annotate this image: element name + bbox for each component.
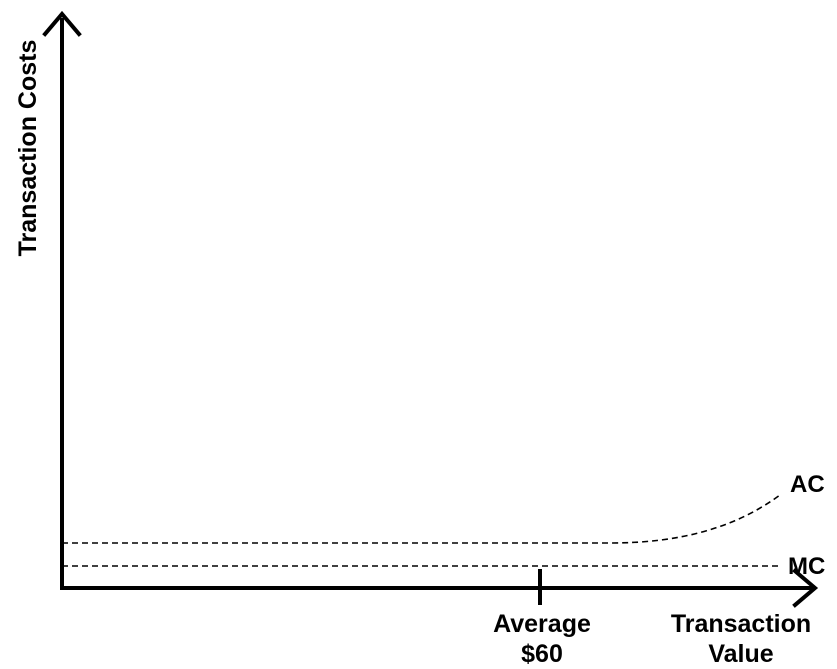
ac-curve	[62, 494, 781, 544]
tick-label-average-line1: Average	[493, 610, 591, 638]
ac-label: AC	[790, 471, 825, 498]
mc-label: MC	[788, 553, 825, 580]
x-axis-title-line1: Transaction	[671, 610, 811, 638]
y-axis-arrowhead	[42, 10, 82, 37]
tick-label-average-line2: $60	[521, 640, 563, 668]
y-axis-title: Transaction Costs	[14, 40, 42, 257]
x-axis-title-line2: Value	[708, 640, 773, 668]
x-axis-arrowhead	[792, 568, 819, 608]
